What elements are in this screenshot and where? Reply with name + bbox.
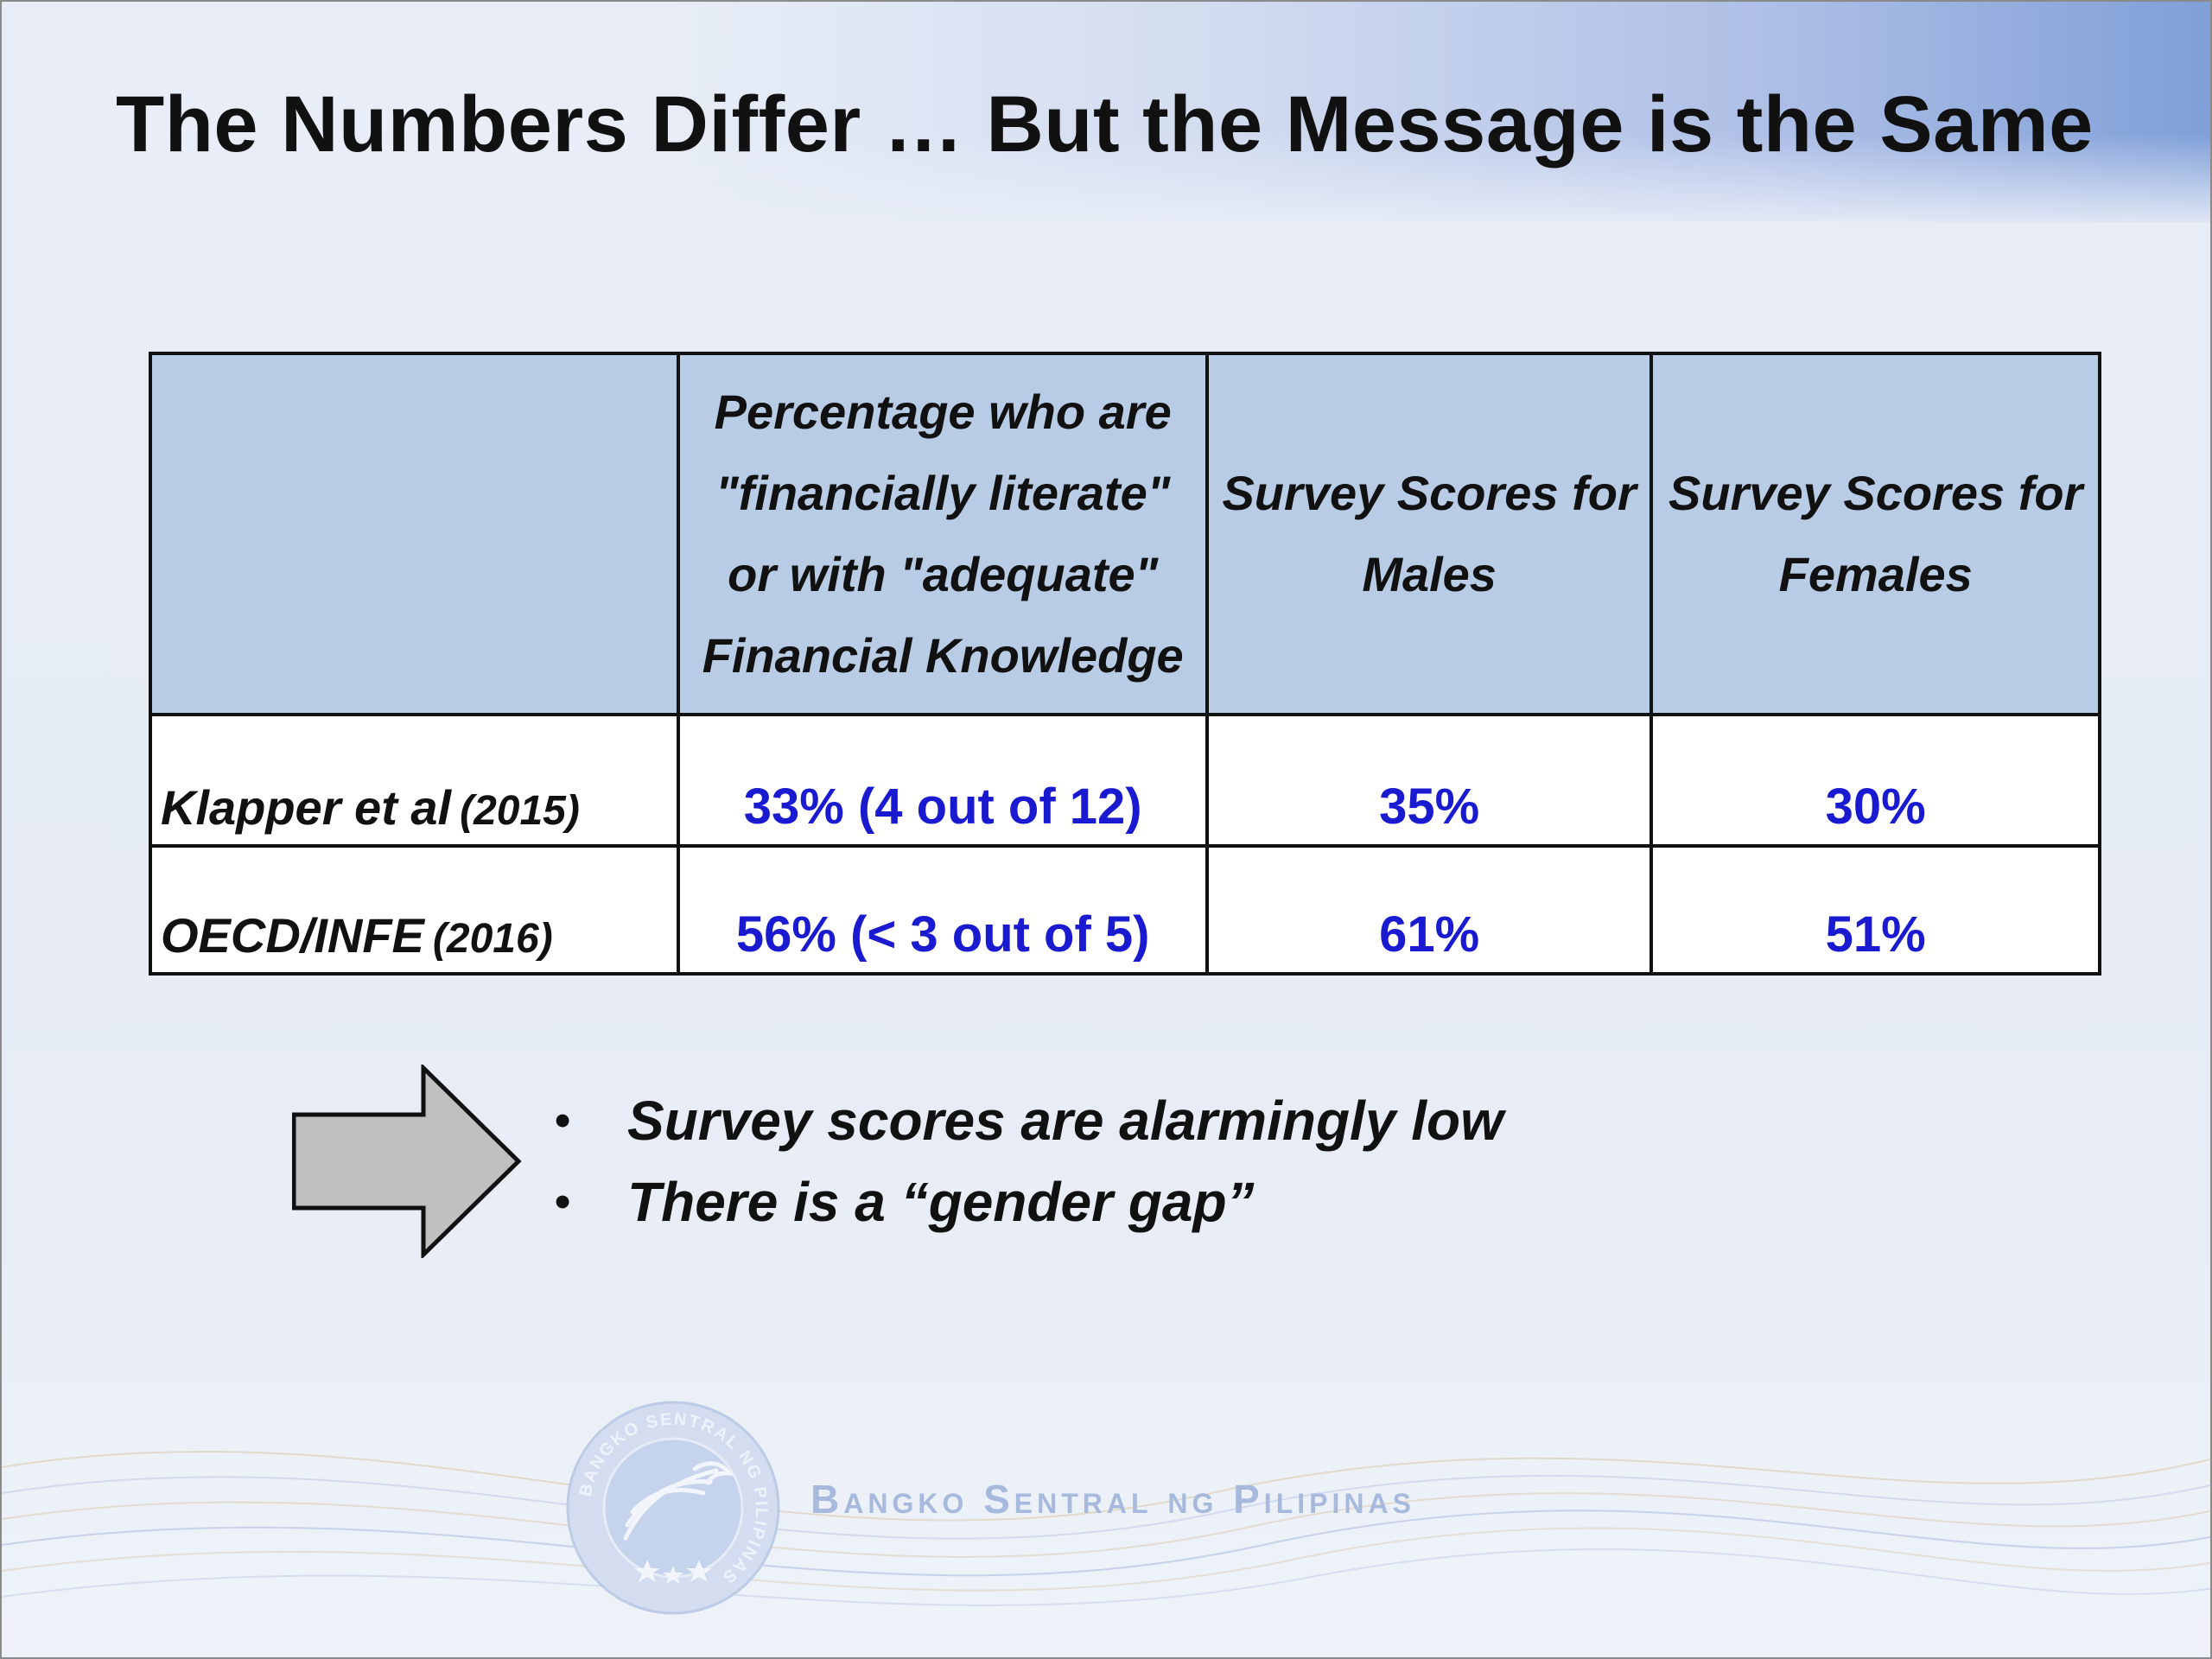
row-source-cell: Klapper et al (2015) xyxy=(148,713,681,848)
bullet-text: Survey scores are alarmingly low xyxy=(627,1090,1503,1152)
bullet-dot-icon: • xyxy=(555,1177,571,1227)
table-row: Klapper et al (2015) 33% (4 out of 12) 35… xyxy=(148,713,2101,848)
table-row: OECD/INFE (2016) 56% (< 3 out of 5) 61% 5… xyxy=(148,844,2101,976)
row-source: OECD/INFE xyxy=(161,908,424,963)
data-table: Percentage who are "financially literate… xyxy=(148,352,2101,976)
slide-title: The Numbers Differ … But the Message is … xyxy=(116,80,2094,168)
row-year: (2015) xyxy=(460,788,580,834)
header-empty xyxy=(148,352,681,716)
cell-females: 51% xyxy=(1649,844,2101,976)
table-header-row: Percentage who are "financially literate… xyxy=(148,352,2101,716)
bsp-seal-logo: BANGKO SENTRAL NG PILIPINAS xyxy=(566,1401,780,1615)
bullet-list: • Survey scores are alarmingly low • The… xyxy=(555,1080,1503,1243)
bullet-text: There is a “gender gap” xyxy=(627,1171,1255,1233)
cell-percentage: 56% (< 3 out of 5) xyxy=(677,844,1209,976)
header-females: Survey Scores for Females xyxy=(1649,352,2101,716)
cell-males: 61% xyxy=(1205,844,1654,976)
row-year: (2016) xyxy=(432,916,553,962)
cell-females: 30% xyxy=(1649,713,2101,848)
arrow-right-icon xyxy=(292,1065,522,1258)
footer-swoosh-decoration xyxy=(2,1451,2210,1606)
bullet-item: • There is a “gender gap” xyxy=(555,1161,1503,1243)
header-males: Survey Scores for Males xyxy=(1205,352,1654,716)
cell-percentage: 33% (4 out of 12) xyxy=(677,713,1209,848)
header-percentage: Percentage who are "financially literate… xyxy=(677,352,1209,716)
bullet-item: • Survey scores are alarmingly low xyxy=(555,1080,1503,1161)
cell-males: 35% xyxy=(1205,713,1654,848)
bullet-dot-icon: • xyxy=(555,1096,571,1146)
bank-name: Bangko Sentral ng Pilipinas xyxy=(810,1477,1415,1522)
row-source-cell: OECD/INFE (2016) xyxy=(148,844,681,976)
row-source: Klapper et al xyxy=(161,780,452,835)
header-band xyxy=(2,2,2210,222)
